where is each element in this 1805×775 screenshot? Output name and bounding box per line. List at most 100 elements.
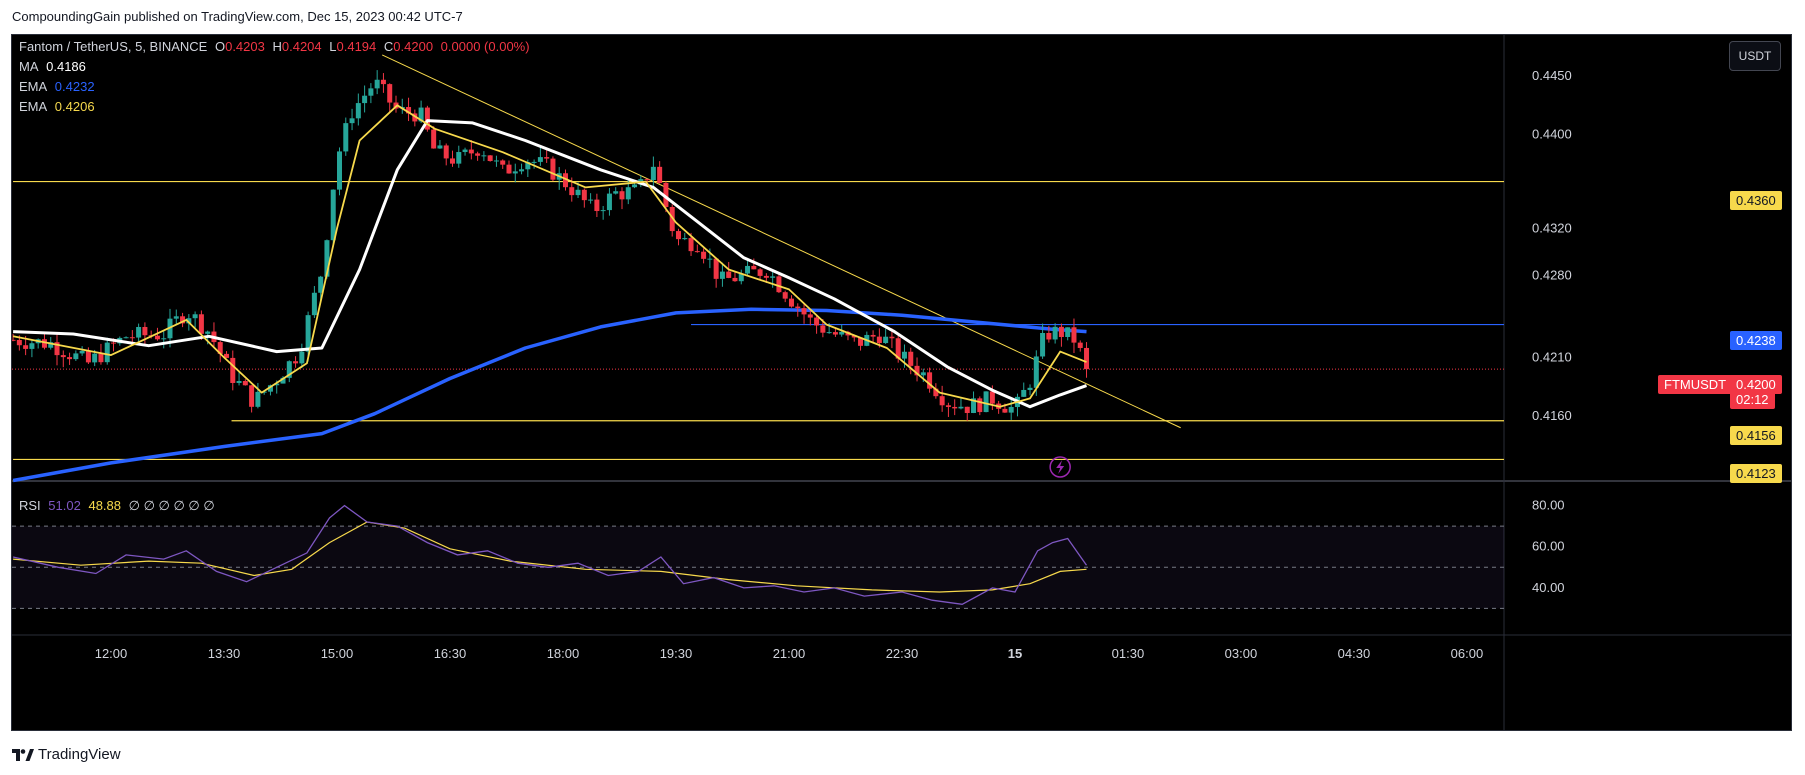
candle-body[interactable]	[669, 207, 675, 232]
candle-body[interactable]	[67, 357, 73, 360]
candle-body[interactable]	[1027, 387, 1033, 390]
rsi-legend[interactable]: RSI 51.02 48.88 ∅ ∅ ∅ ∅ ∅ ∅	[19, 498, 219, 514]
candle-body[interactable]	[694, 251, 700, 253]
candle-body[interactable]	[625, 187, 631, 200]
candle-body[interactable]	[142, 326, 148, 336]
candle-body[interactable]	[79, 350, 85, 354]
lightning-bolt-icon[interactable]	[1049, 456, 1071, 478]
candle-body[interactable]	[632, 184, 638, 188]
candle-body[interactable]	[525, 162, 531, 170]
candle-body[interactable]	[644, 179, 650, 181]
candle-body[interactable]	[255, 391, 261, 407]
candle-body[interactable]	[594, 199, 600, 212]
candle-body[interactable]	[23, 345, 29, 349]
candle-body[interactable]	[437, 145, 443, 149]
candle-body[interactable]	[606, 193, 612, 211]
tradingview-brand[interactable]: TradingView	[12, 746, 121, 763]
candle-body[interactable]	[820, 325, 826, 333]
candle-body[interactable]	[1084, 347, 1090, 370]
ema-yellow-line[interactable]	[12, 104, 1087, 408]
candle-body[interactable]	[1065, 327, 1071, 338]
candle-body[interactable]	[889, 336, 895, 339]
candle-body[interactable]	[770, 276, 776, 278]
candle-body[interactable]	[757, 269, 763, 276]
candle-body[interactable]	[60, 355, 66, 358]
candle-body[interactable]	[431, 129, 437, 149]
ema-blue-line[interactable]	[12, 307, 1087, 483]
candle-body[interactable]	[230, 357, 236, 383]
candle-body[interactable]	[123, 337, 129, 339]
candle-body[interactable]	[964, 406, 970, 414]
candle-body[interactable]	[1071, 327, 1077, 343]
candle-body[interactable]	[387, 84, 393, 103]
candle-body[interactable]	[1008, 407, 1014, 413]
candle-body[interactable]	[657, 166, 663, 183]
candle-body[interactable]	[481, 155, 487, 157]
candle-body[interactable]	[506, 164, 512, 174]
candle-body[interactable]	[104, 342, 110, 363]
candle-body[interactable]	[349, 118, 355, 124]
candle-body[interactable]	[280, 377, 286, 384]
candle-body[interactable]	[531, 161, 537, 163]
candle-body[interactable]	[274, 383, 280, 386]
candle-body[interactable]	[550, 158, 556, 180]
candle-body[interactable]	[745, 265, 751, 274]
candle-body[interactable]	[29, 343, 35, 349]
candle-body[interactable]	[92, 353, 98, 363]
candle-body[interactable]	[971, 398, 977, 414]
candle-body[interactable]	[619, 191, 625, 200]
candle-body[interactable]	[293, 361, 299, 364]
candle-body[interactable]	[192, 314, 198, 319]
candle-body[interactable]	[939, 396, 945, 406]
candle-body[interactable]	[249, 385, 255, 407]
candle-body[interactable]	[41, 339, 47, 348]
candle-body[interactable]	[751, 265, 757, 270]
candle-body[interactable]	[650, 166, 656, 181]
candle-body[interactable]	[788, 298, 794, 307]
candle-body[interactable]	[883, 336, 889, 344]
candle-body[interactable]	[406, 107, 412, 114]
candle-body[interactable]	[362, 95, 368, 104]
candle-body[interactable]	[1052, 326, 1058, 340]
candle-body[interactable]	[562, 173, 568, 188]
candle-body[interactable]	[217, 342, 223, 354]
candle-body[interactable]	[261, 391, 267, 393]
chart-svg[interactable]: 0.4450 0.4400 0.4320 0.4280 0.4210 0.4160 80.0…	[12, 35, 1791, 730]
candle-body[interactable]	[380, 79, 386, 85]
candle-body[interactable]	[493, 160, 499, 162]
candle-body[interactable]	[1046, 332, 1052, 340]
candle-body[interactable]	[443, 145, 449, 159]
candle-body[interactable]	[870, 334, 876, 337]
candle-body[interactable]	[782, 292, 788, 299]
candle-body[interactable]	[763, 275, 769, 278]
ma-legend[interactable]: MA 0.4186	[19, 59, 90, 74]
candle-body[interactable]	[267, 385, 273, 392]
candle-body[interactable]	[1040, 332, 1046, 357]
candle-body[interactable]	[286, 361, 292, 378]
candle-body[interactable]	[412, 113, 418, 122]
rsi-line[interactable]	[12, 504, 1088, 605]
candle-body[interactable]	[475, 153, 481, 156]
candle-body[interactable]	[1058, 326, 1064, 338]
candle-body[interactable]	[1033, 356, 1039, 388]
candle-body[interactable]	[318, 276, 324, 293]
candle-body[interactable]	[858, 337, 864, 346]
candle-body[interactable]	[324, 240, 330, 277]
candle-body[interactable]	[544, 157, 550, 159]
candle-body[interactable]	[519, 169, 525, 172]
candle-body[interactable]	[299, 351, 305, 364]
candle-body[interactable]	[16, 340, 22, 346]
candle-body[interactable]	[424, 107, 430, 130]
candle-body[interactable]	[12, 339, 16, 341]
candle-body[interactable]	[977, 398, 983, 413]
candle-body[interactable]	[933, 388, 939, 397]
candle-body[interactable]	[129, 337, 135, 339]
candle-body[interactable]	[54, 342, 60, 356]
candle-body[interactable]	[456, 152, 462, 164]
candle-body[interactable]	[600, 210, 606, 212]
candle-body[interactable]	[136, 326, 142, 338]
currency-button[interactable]: USDT	[1729, 41, 1781, 71]
candle-body[interactable]	[719, 271, 725, 279]
candle-body[interactable]	[901, 351, 907, 359]
candle-body[interactable]	[613, 191, 619, 194]
